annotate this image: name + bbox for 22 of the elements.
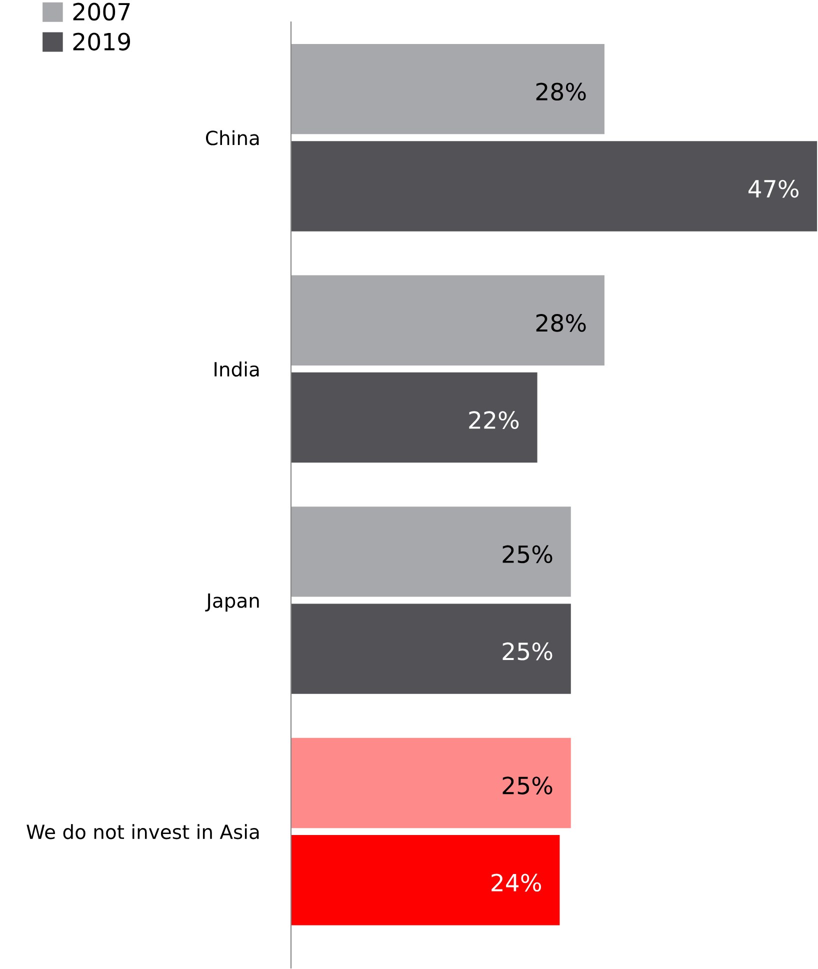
data-label: 24% — [492, 874, 542, 892]
data-label: 25% — [502, 776, 552, 794]
bar — [291, 738, 571, 828]
data-label: 28% — [536, 314, 586, 332]
bar — [291, 506, 571, 597]
y-tick-label: We do not invest in Asia — [26, 824, 259, 840]
bar — [291, 141, 818, 232]
bar — [291, 275, 604, 366]
data-label: 25% — [502, 642, 552, 660]
legend-label: 2007 — [73, 2, 130, 21]
y-tick-label: Japan — [205, 593, 259, 612]
bar — [291, 604, 571, 694]
data-label: 28% — [536, 82, 586, 101]
data-label: 47% — [748, 180, 799, 198]
bar — [291, 835, 560, 926]
data-label: 22% — [469, 411, 519, 429]
y-tick-label: China — [206, 130, 259, 146]
data-label: 25% — [502, 545, 552, 564]
bar — [291, 44, 604, 134]
bar — [291, 372, 538, 463]
legend-label: 2019 — [73, 32, 130, 51]
y-tick-label: India — [214, 362, 259, 377]
